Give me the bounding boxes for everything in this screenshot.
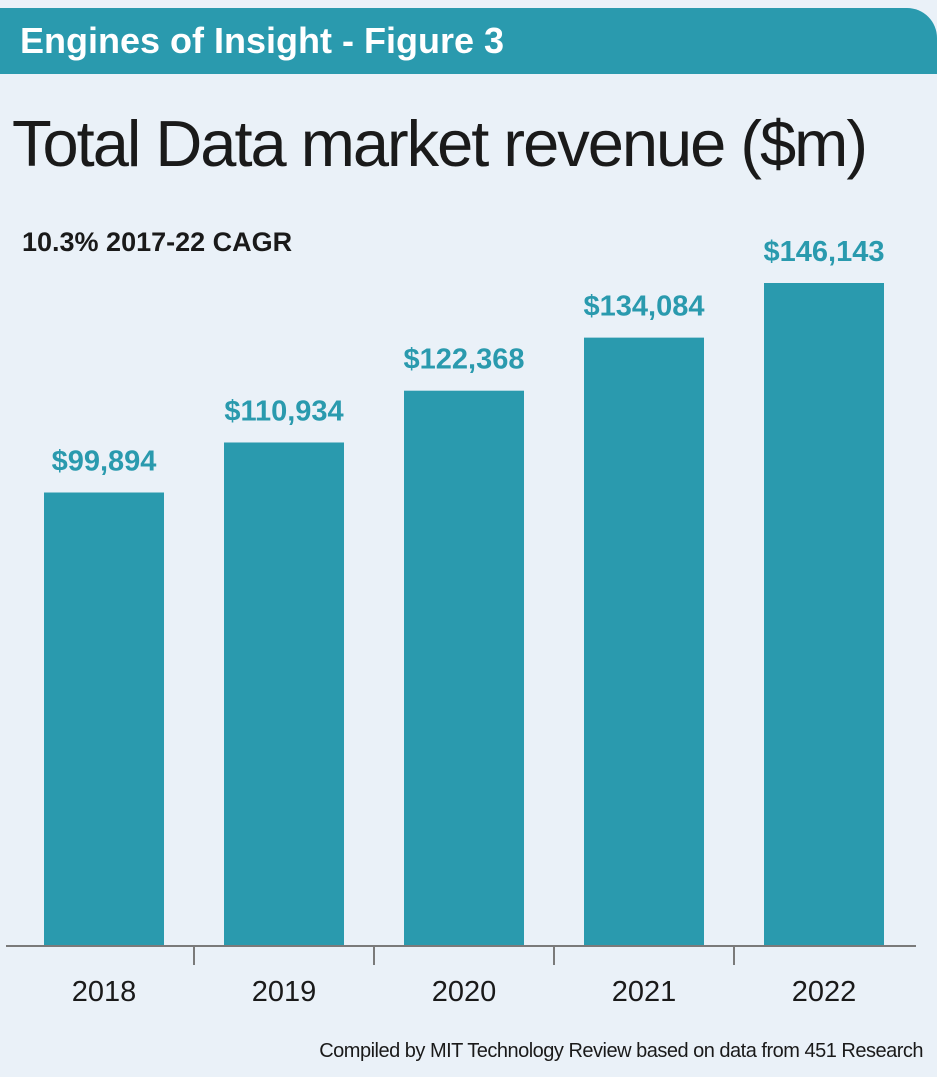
tick-label-2022: 2022 [792, 976, 857, 1008]
bar-2020 [404, 390, 524, 945]
data-label-2018: $99,894 [52, 445, 157, 477]
data-label-2020: $122,368 [404, 344, 525, 376]
data-labels-layer: $99,894 $110,934 $122,368 $134,084 $146,143 [52, 236, 885, 477]
chart-subtitle: 10.3% 2017-22 CAGR [22, 227, 293, 257]
bar-2018 [44, 492, 164, 945]
bar-2021 [584, 337, 704, 945]
bar-chart: $99,894$110,934$122,368$134,084$146,143 … [6, 236, 916, 1008]
bar-2019 [224, 442, 344, 945]
banner-title: Engines of Insight - Figure 3 [20, 20, 505, 61]
tick-label-2020: 2020 [432, 976, 497, 1008]
bar-2022 [764, 283, 884, 945]
tick-label-2021: 2021 [612, 976, 677, 1008]
bars-layer [44, 283, 884, 945]
figure-banner: Engines of Insight - Figure 3 [0, 8, 937, 74]
x-tick-labels: 2018 2019 2020 2021 2022 [72, 976, 857, 1008]
x-axis [6, 945, 916, 965]
data-label-2019: $110,934 [224, 395, 343, 427]
data-label-2022: $146,143 [764, 236, 885, 268]
tick-label-2018: 2018 [72, 976, 137, 1008]
data-label-2021: $134,084 [584, 291, 705, 323]
source-note: Compiled by MIT Technology Review based … [319, 1040, 923, 1062]
chart-title: Total Data market revenue ($m) [12, 107, 868, 180]
tick-label-2019: 2019 [252, 976, 317, 1008]
